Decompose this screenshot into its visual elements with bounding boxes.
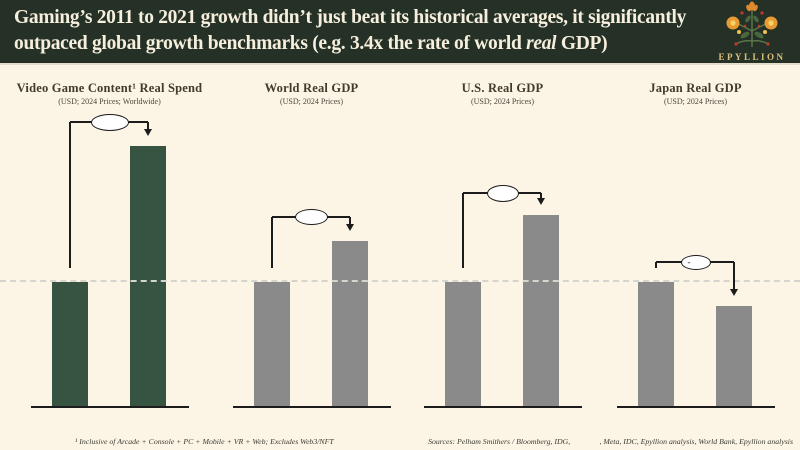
bar-2011 xyxy=(254,282,290,406)
title-line-2-post: GDP) xyxy=(556,33,608,54)
growth-arrow-down-line xyxy=(540,193,542,200)
growth-arrow-down-line xyxy=(147,122,149,130)
x-axis-line xyxy=(616,406,775,408)
bar-2021 xyxy=(716,305,752,406)
title-line-2-pre: outpaced global growth benchmarks (e.g. … xyxy=(14,33,527,54)
group-subtitle: (USD; 2024 Prices) xyxy=(470,97,535,106)
logo-wordmark: EPYLLION xyxy=(718,52,786,62)
group-subtitle: (USD; 2024 Prices; Worldwide) xyxy=(58,97,161,106)
bar-2021 xyxy=(523,215,559,406)
growth-arrow-left-line xyxy=(462,193,464,268)
bar-2011 xyxy=(52,282,88,406)
group-subtitle: (USD; 2024 Prices) xyxy=(279,97,344,106)
bar-2021 xyxy=(332,241,368,406)
growth-arrowhead-icon xyxy=(345,224,354,232)
growth-arrowhead-icon xyxy=(536,198,545,206)
growth-label-oval xyxy=(90,113,129,131)
growth-arrow-down-line xyxy=(349,217,351,226)
growth-label-oval xyxy=(295,209,328,225)
bar-2011 xyxy=(445,282,481,406)
group-title: Video Game Content¹ Real Spend xyxy=(16,81,203,95)
floral-bouquet-icon xyxy=(726,1,778,47)
baseline-2011-dashed-line xyxy=(0,280,800,282)
group-header: U.S. Real GDP (USD; 2024 Prices) xyxy=(388,81,618,106)
growth-arrow-left-line xyxy=(271,217,273,268)
title-line-2-italic: real xyxy=(526,33,557,54)
x-axis-line xyxy=(30,406,189,408)
title-line-1: Gaming’s 2011 to 2021 growth didn’t just… xyxy=(14,7,687,28)
footnote-definition: ¹ Inclusive of Arcade + Console + PC + M… xyxy=(75,437,334,446)
growth-arrowhead-icon xyxy=(729,288,738,296)
group-header: Video Game Content¹ Real Spend (USD; 2024… xyxy=(0,81,225,106)
bar-2021 xyxy=(130,145,166,406)
group-title: World Real GDP xyxy=(264,81,359,95)
group-title: U.S. Real GDP xyxy=(461,81,544,95)
epyllion-logo: EPYLLION xyxy=(710,1,794,64)
group-subtitle: (USD; 2024 Prices) xyxy=(663,97,728,106)
footnote-sources: Sources: Pelham Smithers / Bloomberg, ID… xyxy=(428,437,793,446)
bar-2011 xyxy=(638,282,674,406)
page-title: Gaming’s 2011 to 2021 growth didn’t just… xyxy=(14,5,724,57)
growth-arrow-left-line xyxy=(69,122,71,268)
header-bar: Gaming’s 2011 to 2021 growth didn’t just… xyxy=(0,0,800,65)
group-title: Japan Real GDP xyxy=(649,81,742,95)
growth-label-oval: - xyxy=(680,254,711,270)
growth-label-oval xyxy=(486,184,519,202)
x-axis-line xyxy=(232,406,391,408)
x-axis-line xyxy=(423,406,582,408)
growth-arrow-down-line xyxy=(733,262,735,290)
group-header: Japan Real GDP (USD; 2024 Prices) xyxy=(581,81,800,106)
growth-arrowhead-icon xyxy=(143,128,152,136)
group-header: World Real GDP (USD; 2024 Prices) xyxy=(197,81,427,106)
growth-arrow-left-line xyxy=(655,262,657,268)
